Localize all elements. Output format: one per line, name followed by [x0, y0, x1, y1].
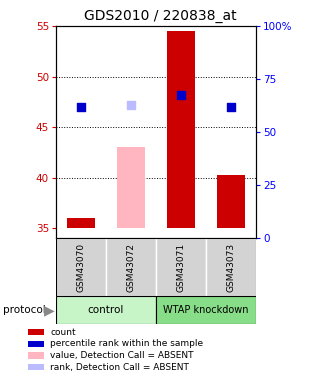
- Bar: [156, 238, 206, 296]
- Text: GSM43073: GSM43073: [227, 243, 236, 292]
- Text: GSM43072: GSM43072: [126, 243, 135, 292]
- Text: GSM43071: GSM43071: [177, 243, 186, 292]
- Bar: [156, 296, 256, 324]
- Text: protocol: protocol: [3, 305, 46, 315]
- Text: rank, Detection Call = ABSENT: rank, Detection Call = ABSENT: [50, 363, 189, 372]
- Bar: [28, 329, 44, 335]
- Bar: [117, 147, 145, 228]
- Point: [179, 92, 184, 98]
- Point: [78, 104, 84, 110]
- Bar: [56, 296, 156, 324]
- Bar: [67, 218, 95, 228]
- Text: percentile rank within the sample: percentile rank within the sample: [50, 339, 203, 348]
- Text: GDS2010 / 220838_at: GDS2010 / 220838_at: [84, 9, 236, 23]
- Point: [128, 102, 133, 108]
- Text: count: count: [50, 328, 76, 337]
- Bar: [167, 31, 195, 228]
- Point: [228, 104, 234, 110]
- Bar: [28, 352, 44, 359]
- Text: ▶: ▶: [44, 303, 55, 317]
- Bar: [28, 364, 44, 370]
- Text: WTAP knockdown: WTAP knockdown: [163, 305, 249, 315]
- Text: value, Detection Call = ABSENT: value, Detection Call = ABSENT: [50, 351, 194, 360]
- Text: GSM43070: GSM43070: [76, 243, 85, 292]
- Text: control: control: [88, 305, 124, 315]
- Bar: [217, 175, 245, 228]
- Bar: [206, 238, 256, 296]
- Bar: [28, 340, 44, 347]
- Bar: [56, 238, 106, 296]
- Bar: [106, 238, 156, 296]
